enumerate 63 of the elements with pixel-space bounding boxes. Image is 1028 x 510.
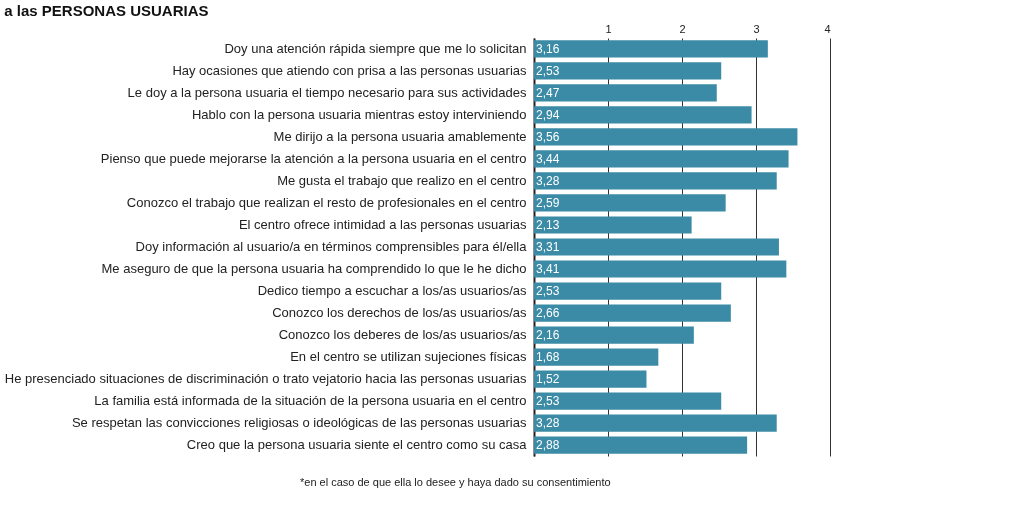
y-tick-label: Le doy a la persona usuaria el tiempo necesario para sus actividades: [127, 84, 527, 100]
data-label: 3,41: [536, 262, 560, 277]
data-label: 2,47: [536, 85, 560, 100]
data-label: 3,44: [536, 151, 560, 166]
data-label: 3,31: [536, 240, 560, 254]
bar: [534, 436, 748, 454]
bar: [534, 260, 787, 278]
y-tick-label: Conozco los derechos de los/as usuarios/as: [272, 305, 527, 321]
bar: [534, 128, 798, 146]
y-tick-label: He presenciado situaciones de discriminación o trato vejatorio hacia las personas usuarias: [4, 371, 527, 387]
data-label: 2,59: [536, 195, 560, 210]
y-tick-label: Conozco los deberes de los/as usuarios/as: [278, 327, 527, 343]
y-tick-label: Me aseguro de que la persona usuaria ha comprendido lo que le he dicho: [101, 261, 527, 277]
data-label: 1,52: [536, 372, 560, 387]
data-label: 2,66: [536, 306, 560, 321]
data-label: 2,13: [536, 217, 560, 232]
bar: [534, 348, 659, 366]
x-tick-label: 2: [679, 22, 686, 35]
bar: [534, 282, 722, 300]
bar: [534, 62, 722, 80]
bar: [534, 414, 777, 432]
bar: [534, 194, 726, 212]
y-tick-label: Doy una atención rápida siempre que me lo solicitan: [224, 40, 527, 56]
y-tick-label: Conozco el trabajo que realizan el resto de profesionales en el centro: [126, 194, 527, 210]
y-tick-label: Creo que la persona usuaria siente el centro como su casa: [186, 437, 528, 453]
data-label: 3,28: [536, 173, 560, 188]
data-label: 2,53: [536, 63, 560, 78]
data-label: 2,88: [536, 438, 560, 453]
y-tick-label: Me dirijo a la persona usuaria amablemente: [273, 128, 527, 144]
bar: [534, 84, 717, 102]
data-label: 1,68: [536, 350, 560, 365]
bar: [534, 326, 694, 344]
bar: [534, 40, 768, 58]
data-label: 3,56: [536, 129, 560, 144]
y-tick-label: Hablo con la persona usuaria mientras estoy interviniendo: [191, 106, 527, 122]
data-label: 2,94: [536, 107, 560, 122]
data-label: 3,28: [536, 416, 560, 431]
bar: [534, 392, 722, 410]
bar: [534, 370, 647, 388]
bar: [534, 150, 789, 168]
bar: [534, 106, 752, 124]
x-tick-label: 4: [824, 22, 831, 35]
x-tick-label: 1: [605, 22, 612, 35]
data-label: 2,53: [536, 284, 560, 299]
y-tick-label: La familia está informada de la situación de la persona usuaria en el centro: [94, 393, 527, 409]
text: a las PERSONAS USUARIAS: [4, 2, 209, 19]
data-label: 3,16: [536, 41, 560, 56]
bar: [534, 304, 731, 322]
bar: [534, 172, 777, 190]
x-tick-label: 3: [753, 22, 760, 35]
y-tick-label: El centro ofrece intimidad a las personas usuarias: [238, 216, 527, 232]
y-tick-label: Me gusta el trabajo que realizo en el centro: [277, 172, 527, 188]
text: *en el caso de que ella lo desee y haya dado su consentimiento: [300, 476, 612, 488]
y-tick-label: Pienso que puede mejorarse la atención a la persona usuaria en el centro: [100, 150, 527, 166]
data-label: 2,16: [536, 328, 560, 343]
y-tick-label: Hay ocasiones que atiendo con prisa a las personas usuarias: [172, 62, 527, 78]
bar: [534, 238, 779, 256]
y-tick-label: En el centro se utilizan sujeciones físicas: [290, 349, 527, 365]
y-tick-label: Se respetan las convicciones religiosas o ideológicas de las personas usuarias: [71, 415, 527, 431]
bar: [534, 216, 692, 234]
y-tick-label: Dedico tiempo a escuchar a los/as usuarios/as: [257, 283, 527, 299]
y-tick-label: Doy información al usuario/a en términos comprensibles para él/ella: [135, 239, 528, 254]
data-label: 2,53: [536, 394, 560, 409]
